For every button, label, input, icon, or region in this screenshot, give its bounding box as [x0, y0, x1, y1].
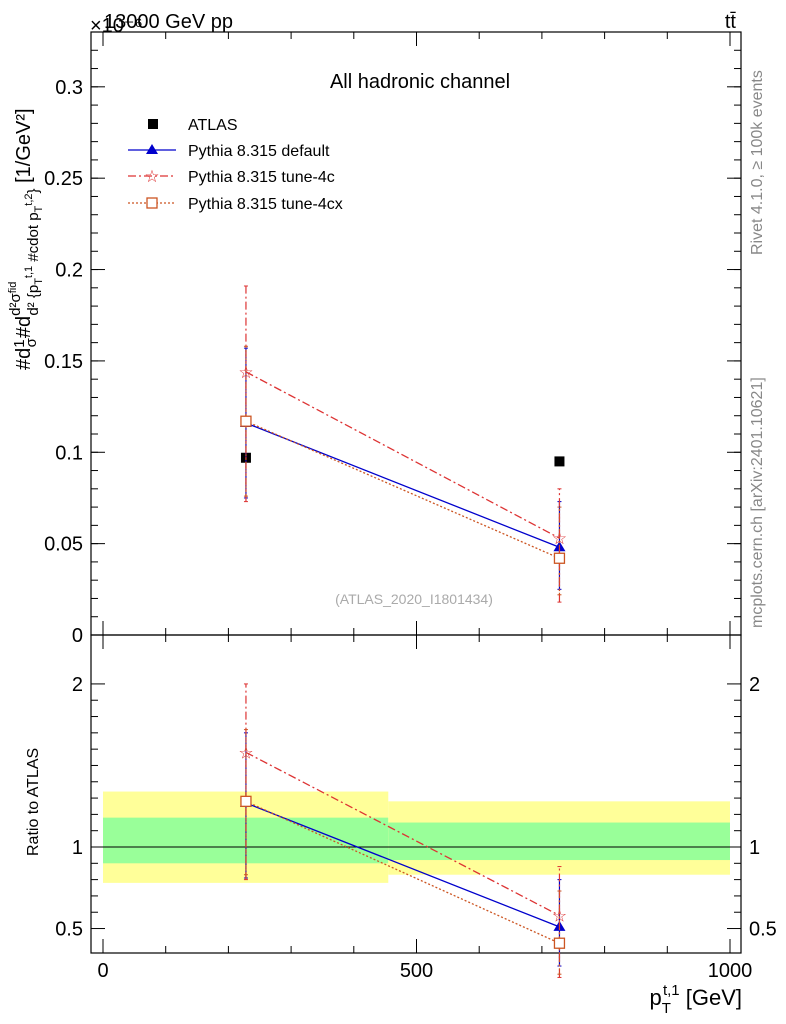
- main-series-group: ☆☆: [238, 285, 567, 603]
- ratio-pythia-8-315-tune-4cx-line: [245, 800, 560, 944]
- ratio-ytick-label-right: 1: [749, 837, 760, 859]
- main-pythia-8-315-tune-4c-point-0: ☆: [238, 363, 253, 382]
- ratio-ytick-label-right: 2: [749, 674, 760, 696]
- main-ytick-label: 0.25: [44, 168, 83, 190]
- legend-label-default: Pythia 8.315 default: [188, 143, 330, 160]
- ratio-series-group: ☆☆: [238, 683, 567, 978]
- main-pythia-8-315-tune-4c-line: [245, 371, 560, 539]
- ratio-xtick-label: 1000: [708, 960, 753, 982]
- mcplots-label: mcplots.cern.ch [arXiv:2401.10621]: [749, 377, 766, 628]
- rivet-version-label: Rivet 4.1.0, ≥ 100k events: [749, 70, 766, 255]
- main-atlas-point-1: [554, 456, 565, 467]
- main-axis-ticks: 0.05 0.1 0.15 0.2 0.25 0.3 0: [44, 32, 741, 647]
- ratio-pythia-8-315-tune-4c-point-1: ☆: [552, 906, 567, 925]
- legend-label-atlas: ATLAS: [188, 117, 238, 134]
- ratio-xtick-label: 0: [97, 960, 108, 982]
- ratio-pythia-8-315-tune-4c-line: [245, 751, 560, 917]
- ratio-ytick-label-left: 2: [72, 674, 83, 696]
- channel-label: All hadronic channel: [330, 71, 510, 93]
- legend-marker-tune-4cx: [146, 197, 158, 209]
- x-axis-title: pTt,1 [GeV]: [650, 982, 742, 1017]
- main-ytick-label: 0.1: [55, 442, 83, 464]
- ratio-pythia-8-315-tune-4cx-point-1: [553, 937, 566, 949]
- ratio-band-green-1: [388, 822, 730, 861]
- ratio-ytick-label-left: 1: [72, 837, 83, 859]
- ratio-y-axis-title: Ratio to ATLAS: [25, 748, 42, 856]
- legend-marker-tune-4c: ☆: [144, 167, 159, 186]
- main-pythia-8-315-default-line: [245, 422, 560, 548]
- main-ytick-label-zero: 0: [72, 625, 83, 647]
- main-ytick-label: 0.2: [55, 260, 83, 282]
- main-ytick-label: 0.3: [55, 77, 83, 99]
- legend-label-tune-4c: Pythia 8.315 tune-4c: [188, 169, 335, 186]
- ratio-uncertainty-bands: [103, 791, 730, 883]
- ratio-xtick-label: 500: [400, 960, 433, 982]
- main-pythia-8-315-tune-4cx-line: [245, 420, 560, 559]
- exponent-label: ×10⁻⁶: [90, 15, 143, 37]
- beam-energy-label: 13000 GeV pp: [104, 11, 233, 33]
- legend-marker-atlas: [148, 119, 158, 129]
- main-ytick-label: 0.05: [44, 534, 83, 556]
- ratio-ytick-label-left: 0.5: [55, 919, 83, 941]
- ratio-pythia-8-315-tune-4cx-point-0: [240, 795, 252, 807]
- legend-marker-default: [146, 144, 158, 154]
- analysis-watermark: (ATLAS_2020_I1801434): [335, 591, 493, 607]
- ratio-axis-ticks: 0.5 0.5 1 1 2 2 0 500 1000: [55, 635, 777, 982]
- ratio-ytick-label-right: 0.5: [749, 919, 777, 941]
- main-pythia-8-315-tune-4cx-point-1: [553, 552, 566, 564]
- legend: ATLAS Pythia 8.315 default ☆ Pythia 8.31…: [128, 117, 343, 213]
- main-pythia-8-315-tune-4cx-point-0: [240, 415, 252, 427]
- legend-label-tune-4cx: Pythia 8.315 tune-4cx: [188, 196, 343, 213]
- main-y-axis-title: #d1σ#dd²σfid d² {pTt,1 #cdot pTt,2} [1/Ge…: [7, 108, 45, 370]
- main-ytick-label: 0.15: [44, 351, 83, 373]
- process-label: tt̄: [725, 11, 737, 33]
- ratio-pythia-8-315-default-line: [245, 802, 560, 928]
